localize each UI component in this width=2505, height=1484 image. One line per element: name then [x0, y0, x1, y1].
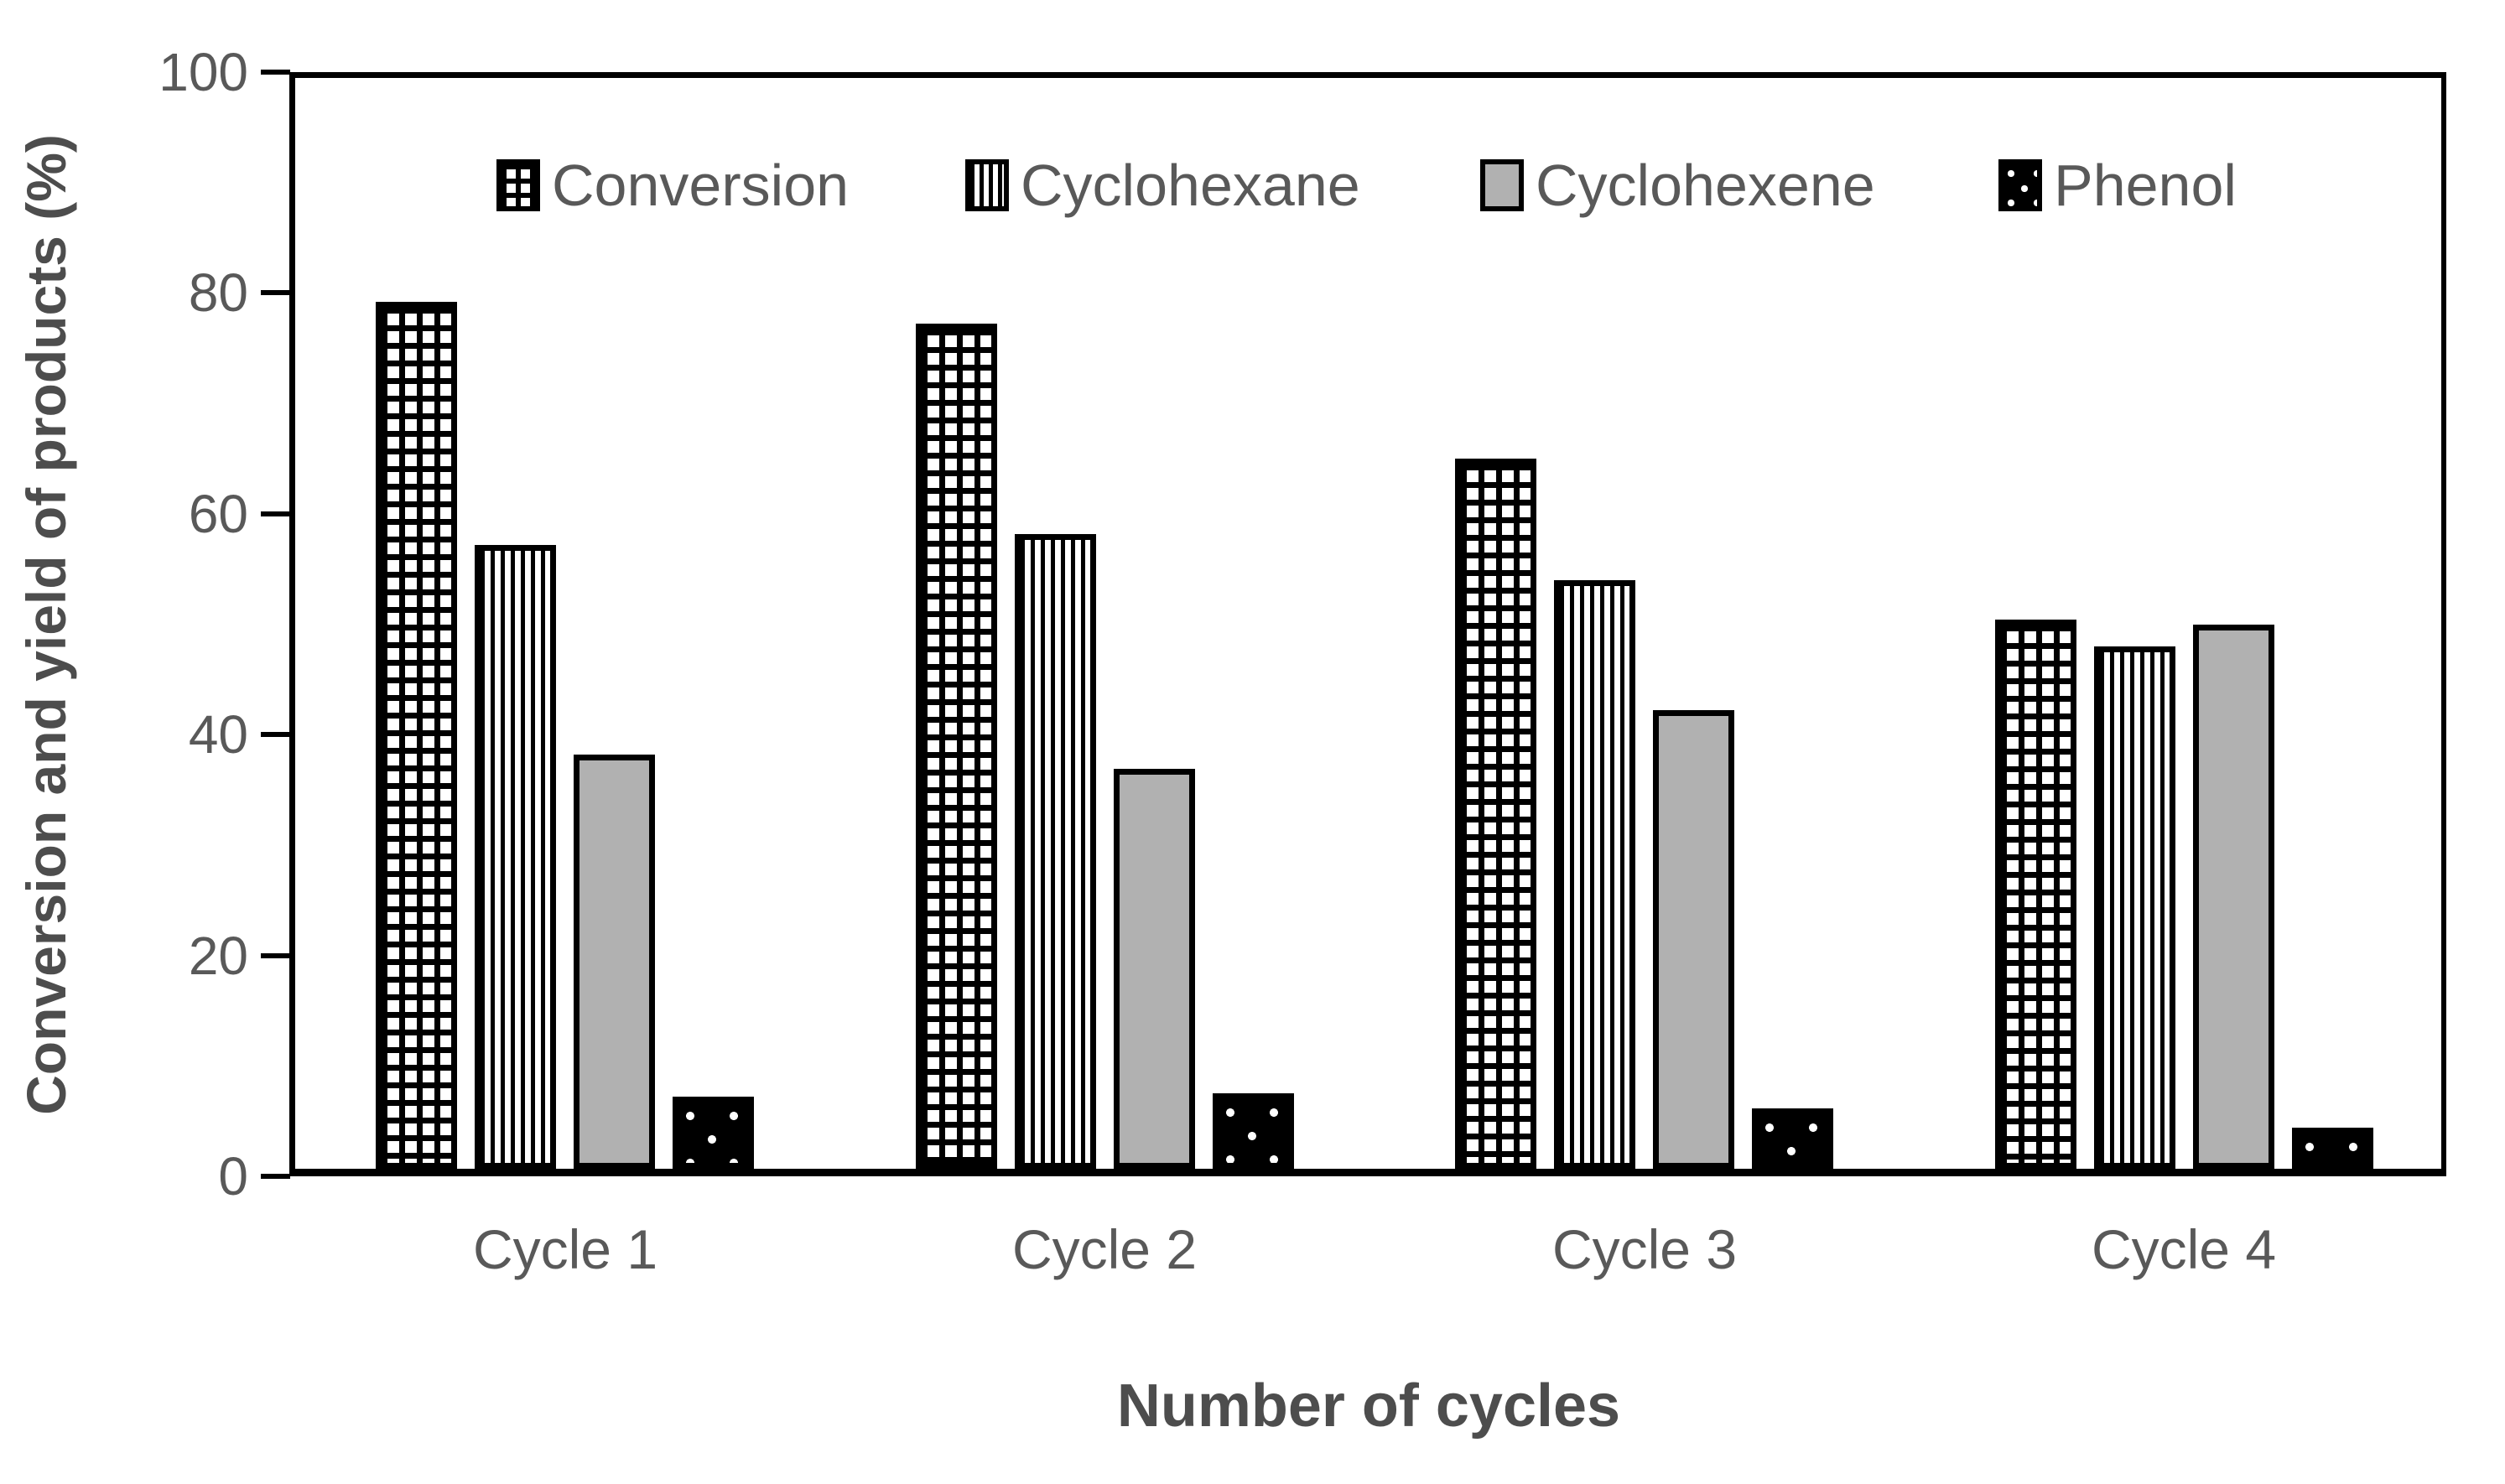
legend-label: Cyclohexane [1021, 153, 1360, 218]
black-white-dots-swatch-icon [1998, 159, 2042, 211]
y-axis-tick [261, 732, 290, 738]
y-axis-tick [261, 511, 290, 516]
y-axis-tick [261, 1174, 290, 1179]
bar-cyclohexene-1 [574, 755, 655, 1169]
bar-phenol-2 [1213, 1093, 1294, 1169]
legend-item-conversion: Conversion [496, 153, 850, 218]
bar-conversion-2 [916, 324, 997, 1169]
y-axis-tick [261, 952, 290, 958]
legend-item-phenol: Phenol [1998, 153, 2237, 218]
solid-gray-swatch-icon [1480, 159, 1524, 211]
x-category-label: Cycle 3 [1551, 1218, 1738, 1280]
legend-label: Cyclohexene [1536, 153, 1875, 218]
legend-item-cyclohexene: Cyclohexene [1480, 153, 1875, 218]
grid-hatch-swatch-icon [496, 159, 540, 211]
plot-area [289, 72, 2446, 1176]
y-axis-tick-label: 20 [188, 925, 248, 986]
x-axis-title: Number of cycles [1116, 1372, 1621, 1440]
vertical-stripes-swatch-icon [965, 159, 1009, 211]
bar-cyclohexane-3 [1554, 580, 1635, 1169]
bar-cyclohexane-2 [1015, 534, 1096, 1169]
legend-label: Conversion [552, 153, 850, 218]
bar-cyclohexene-2 [1114, 769, 1195, 1169]
x-category-label: Cycle 2 [1011, 1218, 1198, 1280]
bar-conversion-1 [376, 302, 457, 1169]
bar-phenol-3 [1752, 1108, 1833, 1169]
x-category-label: Cycle 4 [2091, 1218, 2277, 1280]
y-axis-tick-label: 0 [218, 1146, 248, 1206]
y-axis-tick-label: 40 [188, 704, 248, 765]
y-axis-tick-label: 60 [188, 483, 248, 544]
x-category-label: Cycle 1 [472, 1218, 658, 1280]
bar-cyclohexene-3 [1653, 710, 1734, 1169]
y-axis-title: Conversion and yield of products (%) [15, 134, 77, 1115]
bar-conversion-3 [1455, 459, 1536, 1169]
bar-cyclohexane-1 [475, 545, 556, 1169]
bar-conversion-4 [1995, 620, 2076, 1169]
y-axis-tick [261, 290, 290, 296]
bar-phenol-1 [673, 1097, 754, 1169]
y-axis-tick-label: 80 [188, 262, 248, 324]
bar-cyclohexane-4 [2094, 646, 2175, 1169]
bars-layer [295, 78, 2441, 1169]
legend-item-cyclohexane: Cyclohexane [965, 153, 1360, 218]
bar-cyclohexene-4 [2193, 625, 2274, 1169]
bar-phenol-4 [2292, 1128, 2373, 1169]
legend-label: Phenol [2054, 153, 2237, 218]
y-axis-tick-label: 100 [159, 42, 248, 102]
y-axis-tick [261, 70, 290, 75]
